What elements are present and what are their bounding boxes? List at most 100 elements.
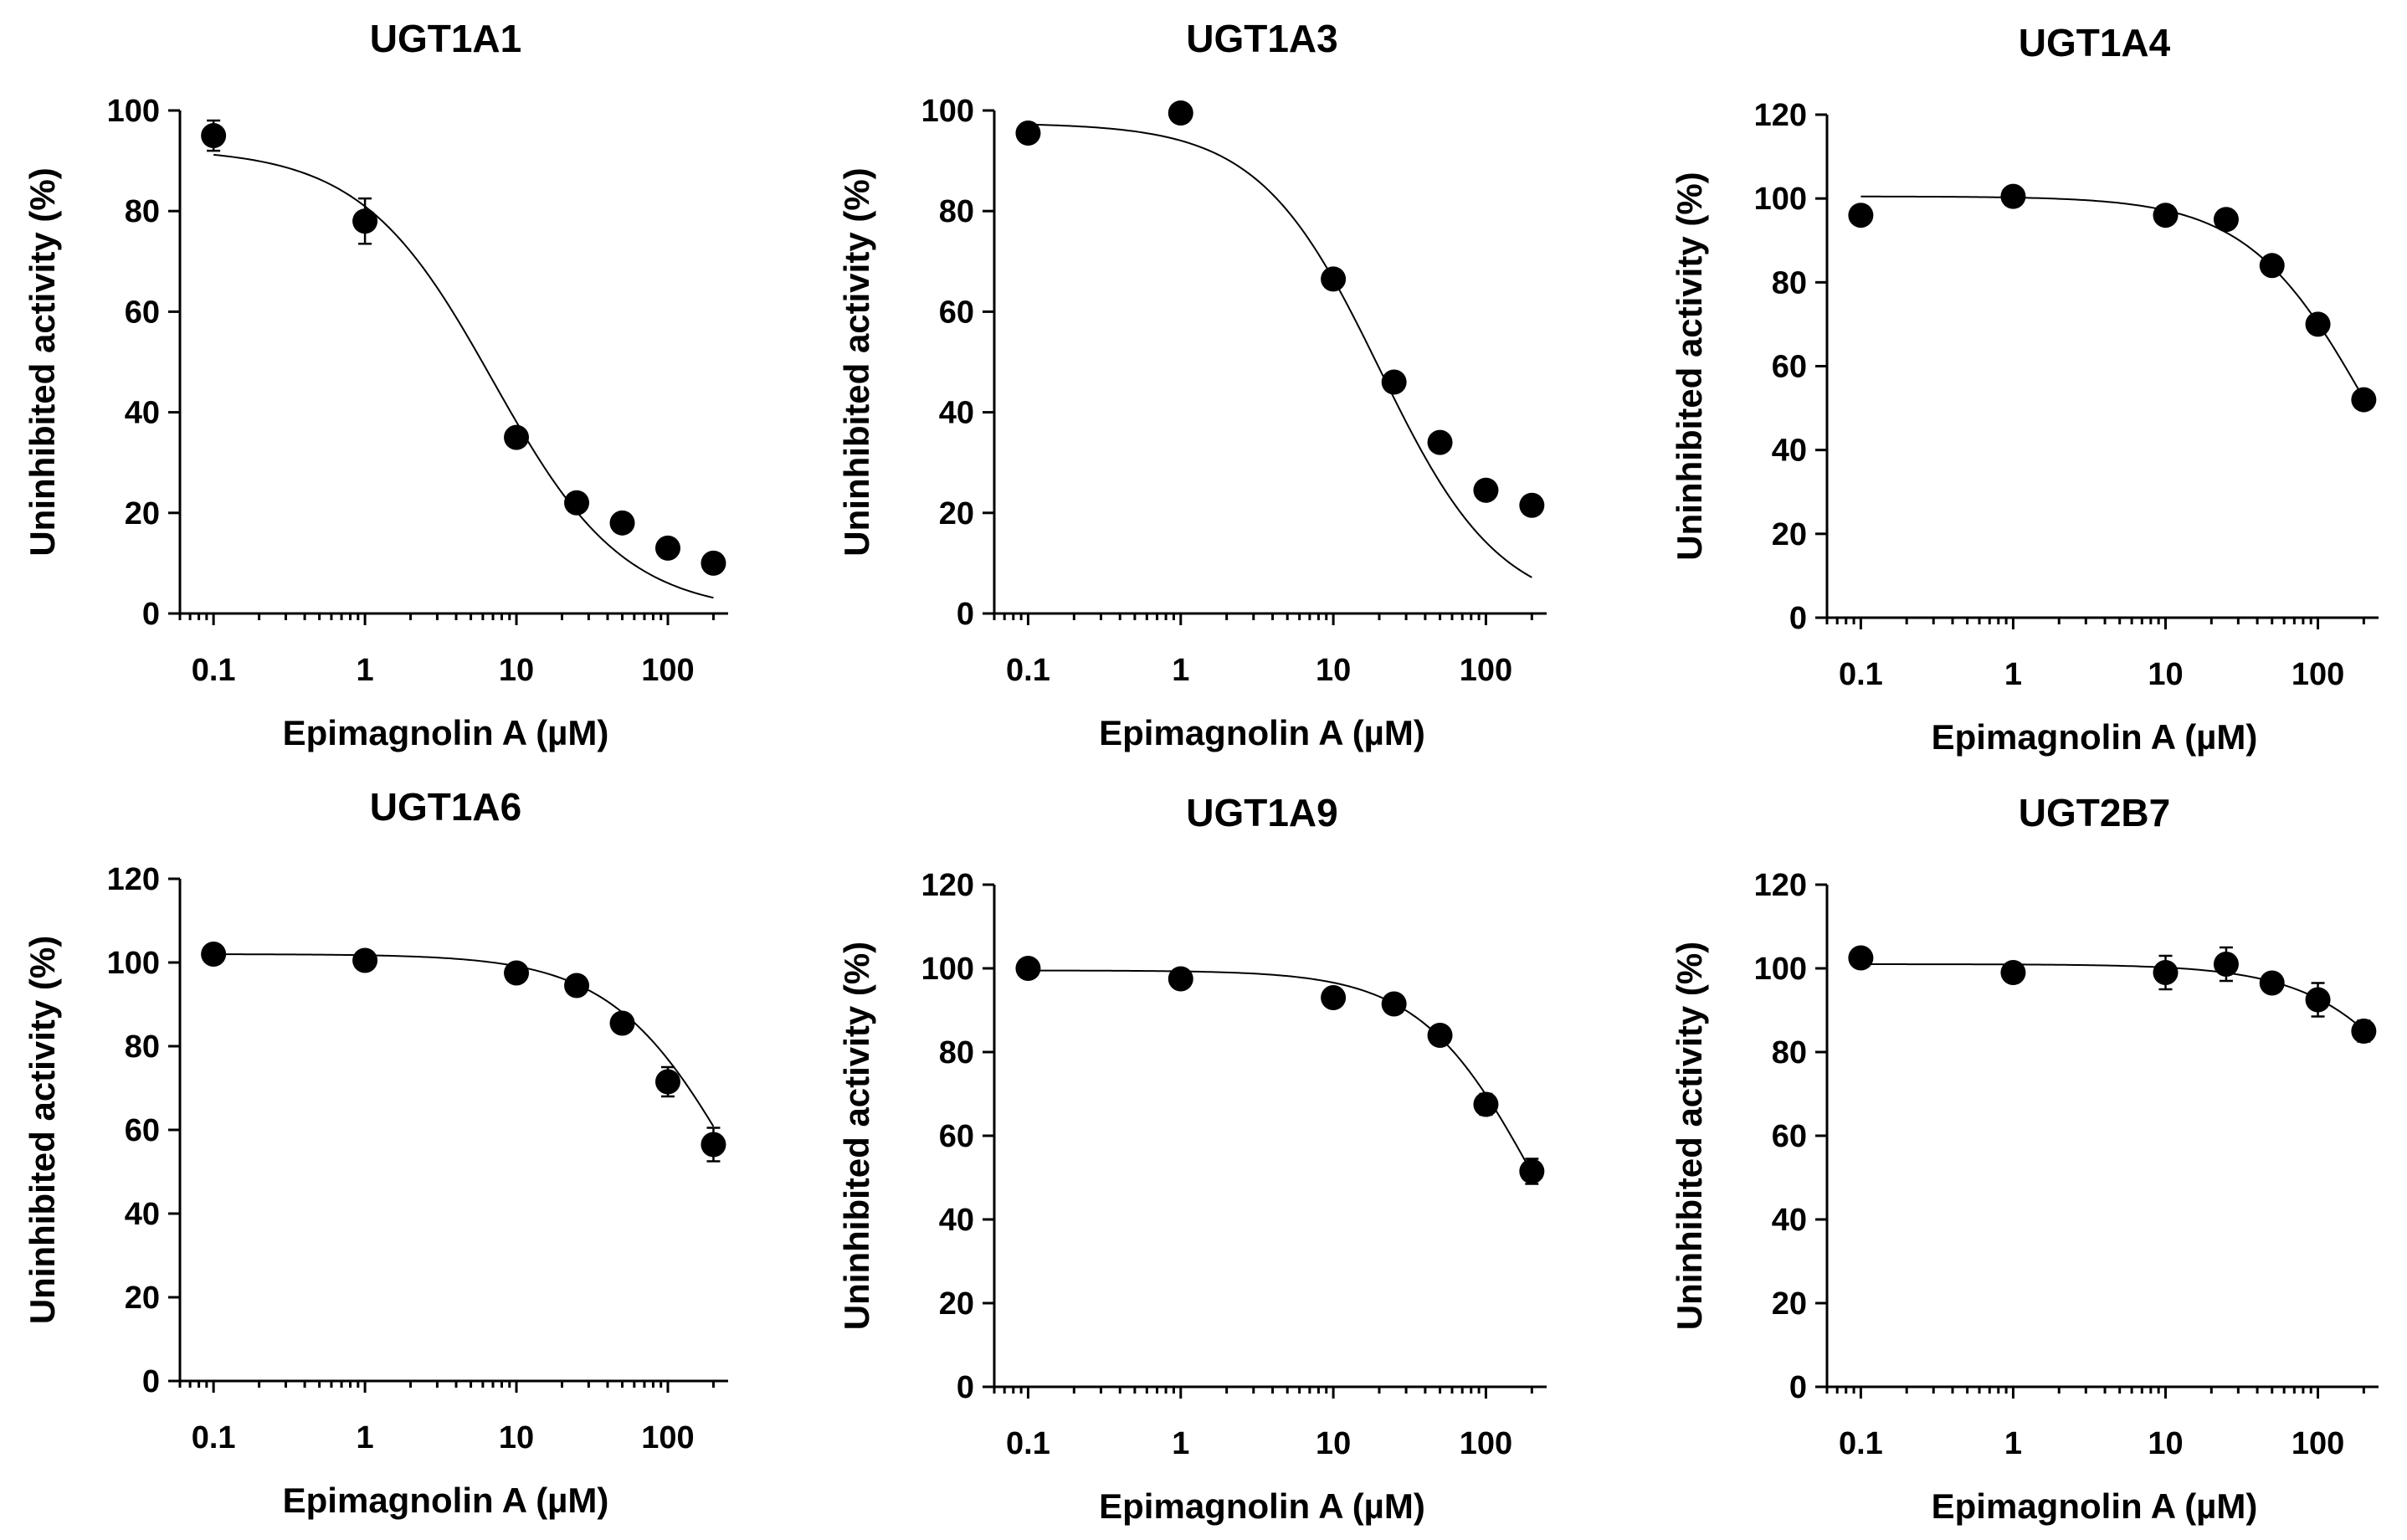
chart-panel-ugt1a6: UGT1A6 0 20 40 60 80 100 120 0.1 1 10 100 Epimagnoli…	[23, 785, 728, 1520]
x-axis-label: Epimagnolin A (µM)	[283, 1481, 609, 1520]
data-point	[2213, 207, 2239, 233]
data-point	[1427, 1023, 1453, 1048]
y-tick-label: 40	[125, 396, 160, 431]
y-tick-label: 60	[125, 1113, 160, 1148]
y-tick-label: 40	[1772, 434, 1807, 469]
data-point	[1168, 966, 1193, 992]
fit-curve	[213, 153, 714, 599]
data-point	[1848, 945, 1874, 971]
data-point	[2305, 987, 2331, 1013]
chart-panel-ugt1a4: UGT1A4 0 20 40 60 80 100 120 0.1 1 10 100 Epimagnoli…	[1670, 21, 2379, 757]
data-point	[2000, 183, 2026, 209]
data-point	[2000, 960, 2026, 985]
data-point	[352, 947, 378, 973]
y-axis-label: Uninhibited activity (%)	[23, 167, 62, 556]
data-point	[1015, 121, 1041, 146]
chart-title: UGT1A1	[370, 17, 521, 60]
y-tick-label: 100	[1754, 182, 1807, 217]
fit-curve	[1860, 963, 2365, 1031]
data-point	[654, 535, 680, 561]
data-point	[2153, 960, 2179, 985]
x-tick-label: 0.1	[1839, 657, 1883, 692]
x-tick-label: 0.1	[1006, 1426, 1050, 1461]
x-tick-label: 100	[641, 653, 694, 688]
y-tick-label: 80	[939, 194, 974, 229]
y-tick-label: 0	[957, 1370, 974, 1405]
x-axis-label: Epimagnolin A (µM)	[1932, 1486, 2258, 1526]
x-tick-label: 100	[641, 1420, 694, 1455]
x-tick-label: 0.1	[192, 653, 236, 688]
y-tick-label: 20	[1772, 1286, 1807, 1322]
y-tick-label: 40	[939, 396, 974, 431]
y-tick-label: 40	[939, 1203, 974, 1238]
data-point	[1381, 991, 1407, 1017]
fit-curve	[1860, 195, 2365, 399]
x-axis-label: Epimagnolin A (µM)	[1099, 713, 1425, 752]
data-point	[201, 123, 227, 149]
fit-curve	[213, 953, 715, 1127]
x-axis-label: Epimagnolin A (µM)	[283, 713, 609, 752]
y-axis-label: Uninhibited activity (%)	[1670, 942, 1709, 1330]
chart-title: UGT1A3	[1186, 17, 1337, 60]
y-tick-label: 20	[939, 496, 974, 531]
data-point	[1848, 203, 1874, 228]
y-tick-label: 0	[957, 597, 974, 632]
x-tick-label: 100	[2292, 657, 2344, 692]
data-point	[1519, 492, 1545, 518]
x-tick-label: 10	[2148, 657, 2183, 692]
x-tick-label: 10	[499, 1420, 534, 1455]
x-tick-label: 1	[1172, 653, 1189, 688]
y-tick-label: 120	[107, 862, 160, 897]
x-tick-label: 1	[1172, 1426, 1189, 1461]
chart-title: UGT2B7	[2019, 791, 2170, 834]
y-tick-label: 80	[125, 194, 160, 229]
x-tick-label: 0.1	[1839, 1426, 1883, 1461]
x-tick-label: 0.1	[192, 1420, 236, 1455]
chart-title: UGT1A9	[1186, 791, 1337, 834]
data-point	[2305, 311, 2331, 337]
y-tick-label: 80	[1772, 1035, 1807, 1070]
y-tick-label: 60	[125, 295, 160, 330]
x-tick-label: 10	[1316, 653, 1351, 688]
y-axis-label: Uninhibited activity (%)	[1670, 172, 1709, 560]
data-point	[1168, 100, 1193, 126]
fit-curve	[1028, 969, 1533, 1173]
data-point	[1427, 429, 1453, 455]
x-tick-label: 1	[357, 653, 374, 688]
data-point	[609, 1010, 635, 1036]
y-tick-label: 80	[1772, 265, 1807, 300]
y-tick-label: 60	[1772, 350, 1807, 385]
x-tick-label: 10	[2148, 1426, 2183, 1461]
y-tick-label: 60	[939, 1119, 974, 1154]
y-tick-label: 100	[1754, 952, 1807, 987]
y-tick-label: 20	[125, 496, 160, 531]
fit-curve	[1028, 123, 1532, 578]
x-tick-label: 100	[1460, 653, 1512, 688]
data-point	[701, 550, 726, 576]
y-tick-label: 120	[921, 868, 974, 903]
x-axis-label: Epimagnolin A (µM)	[1099, 1486, 1425, 1526]
data-point	[1473, 1091, 1499, 1117]
data-point	[201, 942, 227, 967]
y-tick-label: 20	[1772, 517, 1807, 552]
x-tick-label: 100	[2292, 1426, 2344, 1461]
data-point	[1015, 956, 1041, 981]
y-tick-label: 0	[142, 1364, 160, 1399]
data-point	[564, 973, 590, 998]
chart-panel-ugt1a3: UGT1A3 0 20 40 60 80 100 0.1 1 10 100 Epimagnolin A…	[837, 17, 1547, 752]
y-axis-label: Uninhibited activity (%)	[837, 942, 876, 1330]
x-tick-label: 10	[1316, 1426, 1351, 1461]
data-point	[1321, 985, 1347, 1010]
data-point	[609, 510, 635, 536]
y-tick-label: 0	[1789, 1370, 1807, 1405]
y-tick-label: 20	[939, 1286, 974, 1322]
data-point	[1321, 266, 1347, 292]
y-axis-label: Uninhibited activity (%)	[837, 167, 876, 556]
chart-title: UGT1A4	[2019, 21, 2171, 64]
x-tick-label: 100	[1460, 1426, 1512, 1461]
chart-panel-ugt2b7: UGT2B7 0 20 40 60 80 100 120 0.1 1 10 100 Epimagnoli…	[1670, 791, 2379, 1526]
y-tick-label: 0	[1789, 601, 1807, 636]
data-point	[2213, 952, 2239, 977]
y-tick-label: 60	[939, 295, 974, 330]
